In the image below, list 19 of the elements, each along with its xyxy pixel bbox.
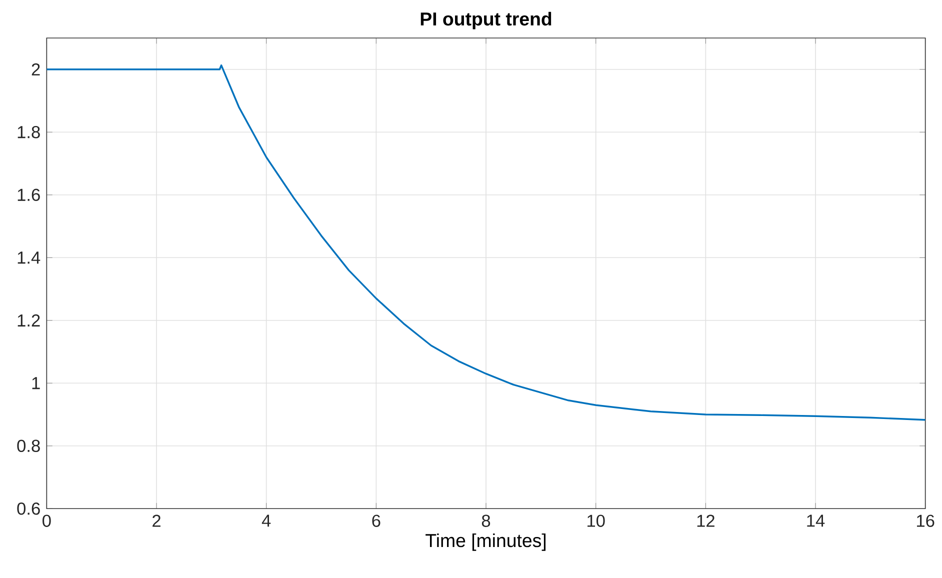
y-tick-label: 1.6 bbox=[18, 188, 40, 202]
y-tick-label: 1.4 bbox=[18, 252, 40, 264]
x-tick-label: 2 bbox=[152, 514, 160, 527]
x-tick-label: 10 bbox=[588, 514, 605, 527]
x-tick-label: 0 bbox=[42, 514, 51, 527]
x-tick-label: 4 bbox=[262, 514, 271, 527]
y-tick-label: 2 bbox=[32, 63, 40, 76]
x-tick-label: 16 bbox=[917, 514, 934, 527]
chart-title: PI output trend bbox=[420, 12, 552, 30]
x-tick-label: 14 bbox=[807, 514, 825, 527]
y-tick-label: 0.6 bbox=[17, 502, 40, 515]
x-tick-label: 6 bbox=[372, 514, 380, 527]
x-tick-label: 12 bbox=[697, 514, 714, 527]
y-tick-label: 1 bbox=[32, 377, 40, 390]
y-tick-label: 0.8 bbox=[17, 440, 40, 452]
y-tick-label: 1.8 bbox=[18, 126, 40, 138]
x-axis-title: Time [minutes] bbox=[426, 533, 546, 551]
y-tick-label: 1.2 bbox=[18, 314, 40, 326]
x-tick-label: 8 bbox=[482, 514, 490, 527]
